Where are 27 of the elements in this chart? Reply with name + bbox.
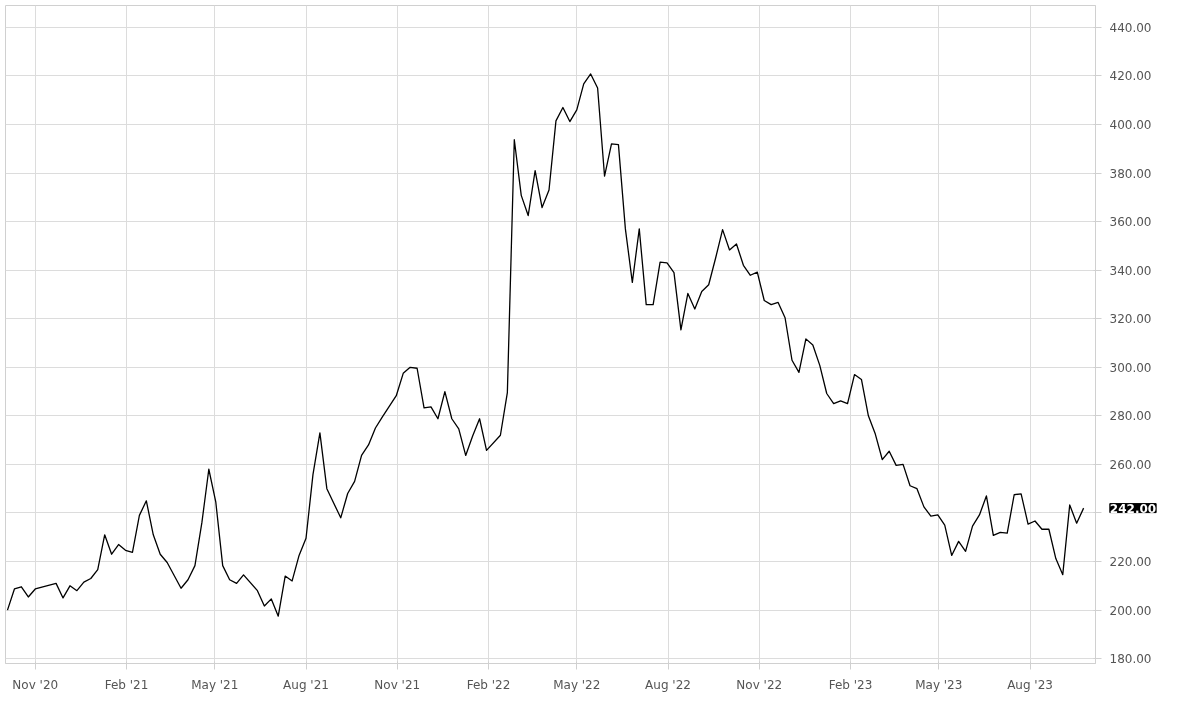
x-tick-label: Nov '20 — [12, 677, 59, 692]
y-tick-label: 380.00 — [1109, 166, 1152, 181]
y-tick-label: 420.00 — [1109, 69, 1152, 84]
y-tick-label: 400.00 — [1109, 117, 1152, 132]
y-tick-label: 300.00 — [1109, 360, 1152, 375]
annotation: 242.00 — [1109, 501, 1157, 516]
x-tick-label: Aug '22 — [645, 677, 691, 692]
y-tick-label: 320.00 — [1109, 312, 1152, 327]
y-tick-label: 180.00 — [1109, 652, 1152, 667]
y-tick-label: 280.00 — [1109, 409, 1152, 424]
x-tick-label: May '23 — [915, 677, 963, 692]
y-tick-label: 360.00 — [1109, 215, 1152, 230]
x-tick-label: Feb '22 — [466, 677, 511, 692]
x-tick-label: Nov '22 — [736, 677, 783, 692]
x-tick-label: Feb '23 — [828, 677, 873, 692]
y-tick-label: 260.00 — [1109, 457, 1152, 472]
y-tick-label: 200.00 — [1109, 603, 1152, 618]
y-tick-label: 440.00 — [1109, 20, 1152, 35]
x-tick-label: Nov '21 — [374, 677, 421, 692]
y-tick-label: 220.00 — [1109, 555, 1152, 570]
x-tick-label: May '22 — [553, 677, 601, 692]
line-series — [6, 73, 1085, 617]
x-tick-label: Aug '21 — [283, 677, 329, 692]
x-tick-label: Aug '23 — [1007, 677, 1053, 692]
x-tick-label: May '21 — [191, 677, 239, 692]
y-tick-label: 340.00 — [1109, 263, 1152, 278]
x-tick-label: Feb '21 — [104, 677, 149, 692]
